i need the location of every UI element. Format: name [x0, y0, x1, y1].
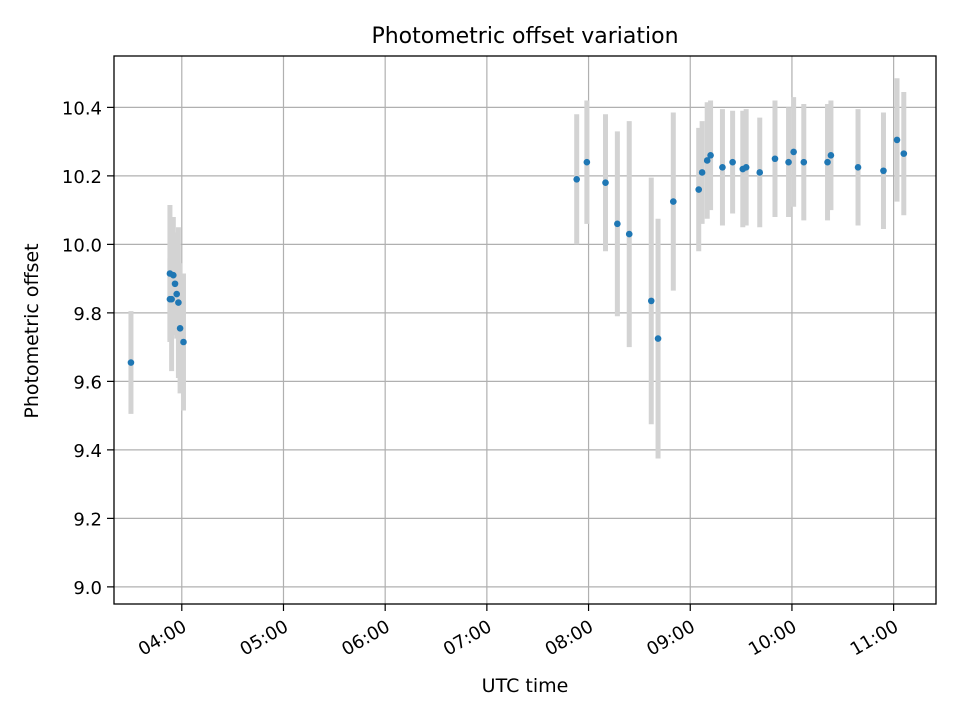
data-point: [703, 157, 711, 164]
data-point: [171, 280, 179, 288]
data-point: [893, 136, 901, 144]
y-tick-label: 9.2: [73, 509, 102, 530]
data-point: [800, 158, 808, 166]
grid: [114, 56, 936, 604]
data-point: [669, 198, 677, 205]
data-points: [127, 136, 908, 366]
data-point: [695, 186, 703, 193]
data-point: [647, 297, 655, 305]
data-point: [583, 158, 591, 166]
data-point: [654, 335, 662, 342]
x-tick-label: 08:00: [542, 616, 597, 660]
data-point: [824, 158, 831, 166]
x-tick-label: 11:00: [847, 616, 902, 660]
data-point: [625, 230, 633, 238]
data-point: [127, 359, 135, 366]
data-point: [742, 164, 750, 171]
y-tick-label: 10.2: [62, 167, 102, 188]
y-tick-label: 9.8: [73, 304, 102, 325]
x-tick-label: 04:00: [135, 616, 190, 660]
x-tick-label: 06:00: [338, 616, 393, 660]
y-axis-label: Photometric offset: [21, 243, 43, 418]
data-point: [790, 148, 797, 156]
data-point: [771, 155, 779, 163]
y-tick-label: 9.0: [73, 578, 102, 599]
y-tick-label: 10.0: [62, 235, 102, 256]
x-tick-label: 07:00: [440, 616, 495, 660]
data-point: [166, 295, 174, 303]
data-point: [602, 179, 609, 187]
x-tick-label: 10:00: [745, 616, 800, 660]
data-point: [175, 299, 182, 306]
data-point: [756, 169, 764, 176]
data-point: [573, 176, 580, 183]
data-point: [785, 158, 792, 166]
data-point: [173, 290, 181, 298]
x-axis-label: UTC time: [482, 675, 569, 697]
data-point: [729, 158, 736, 166]
data-point: [854, 164, 862, 171]
data-point: [698, 169, 706, 176]
error-bars: [128, 78, 907, 459]
data-point: [880, 167, 887, 175]
data-point: [170, 271, 177, 279]
chart-title: Photometric offset variation: [371, 24, 678, 49]
data-point: [176, 324, 184, 332]
y-tick-label: 10.4: [62, 98, 102, 119]
y-tick-label: 9.6: [73, 372, 102, 393]
x-tick-label: 09:00: [643, 616, 698, 660]
y-tick-label: 9.4: [73, 441, 102, 462]
data-point: [900, 150, 908, 157]
data-point: [827, 152, 835, 159]
data-point: [614, 220, 621, 228]
data-point: [707, 152, 714, 159]
plot-frame: [113, 55, 937, 605]
data-point: [180, 338, 187, 346]
data-point: [719, 164, 726, 171]
x-tick-label: 05:00: [237, 616, 292, 660]
